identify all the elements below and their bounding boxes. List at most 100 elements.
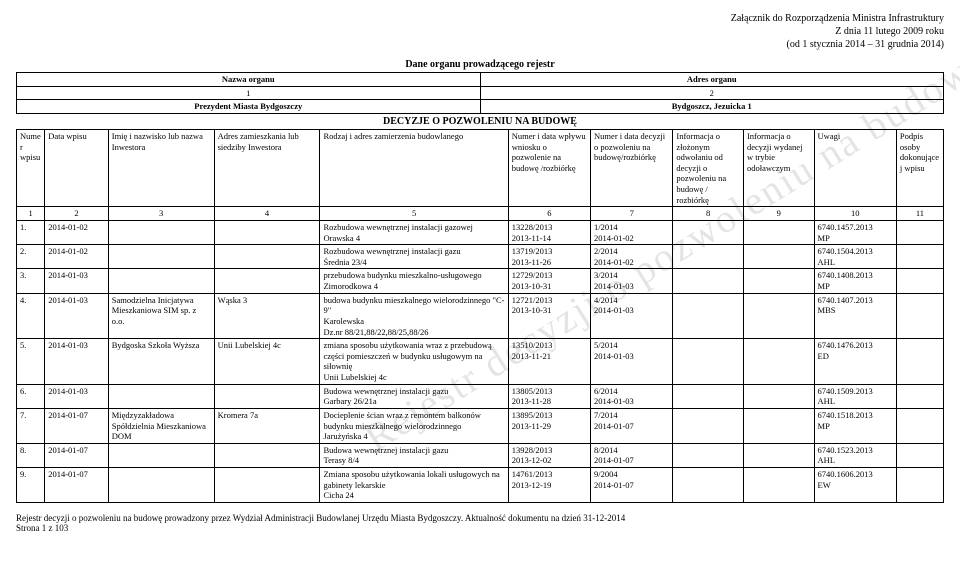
footer-line2: Strona 1 z 103 [16, 523, 944, 533]
col-header-1: Numer wpisu [17, 129, 45, 206]
cell-podpis [896, 269, 943, 293]
cell-podpis [896, 443, 943, 467]
colnum-8: 8 [673, 207, 744, 221]
organ-header-name: Nazwa organu [17, 73, 481, 87]
col-header-5: Rodzaj i adres zamierzenia budowlanego [320, 129, 508, 206]
cell-podpis [896, 245, 943, 269]
cell-podpis [896, 339, 943, 385]
cell-n: 3. [17, 269, 45, 293]
cell-wyd [743, 408, 814, 443]
table-row: 4.2014-01-03Samodzielna Inicjatywa Miesz… [17, 293, 944, 339]
table-row: 2.2014-01-02 Rozbudowa wewnętrznej instal… [17, 245, 944, 269]
cell-uwagi: 6740.1509.2013 AHL [814, 384, 896, 408]
cell-inv [108, 384, 214, 408]
colnum-5: 5 [320, 207, 508, 221]
cell-addr: Wąska 3 [214, 293, 320, 339]
cell-addr [214, 220, 320, 244]
cell-odw [673, 339, 744, 385]
col-header-4: Adres zamieszkania lub siedziby Inwestor… [214, 129, 320, 206]
main-table: Numer wpisu Data wpisu Imię i nazwisko l… [16, 129, 944, 503]
cell-n: 5. [17, 339, 45, 385]
cell-dec: 4/2014 2014-01-03 [591, 293, 673, 339]
cell-n: 1. [17, 220, 45, 244]
cell-addr [214, 468, 320, 503]
cell-uwagi: 6740.1606.2013 EW [814, 468, 896, 503]
cell-addr [214, 269, 320, 293]
colnum-11: 11 [896, 207, 943, 221]
cell-odw [673, 245, 744, 269]
cell-wplyw: 13928/2013 2013-12-02 [508, 443, 590, 467]
organ-table: Nazwa organu Adres organu 1 2 Prezydent … [16, 72, 944, 114]
cell-dec: 5/2014 2014-01-03 [591, 339, 673, 385]
col-header-2: Data wpisu [45, 129, 109, 206]
col-header-11: Podpis osoby dokonującej wpisu [896, 129, 943, 206]
cell-rodzaj: Rozbudowa wewnętrznej instalacji gazu Śr… [320, 245, 508, 269]
cell-odw [673, 443, 744, 467]
table-row: 9.2014-01-07Zmiana sposobu użytkowania l… [17, 468, 944, 503]
cell-n: 9. [17, 468, 45, 503]
cell-n: 4. [17, 293, 45, 339]
cell-n: 7. [17, 408, 45, 443]
cell-inv [108, 269, 214, 293]
section-title-top: Dane organu prowadzącego rejestr [16, 59, 944, 70]
cell-odw [673, 293, 744, 339]
organ-value-name: Prezydent Miasta Bydgoszczy [17, 100, 481, 114]
cell-dec: 7/2014 2014-01-07 [591, 408, 673, 443]
footer-block: Rejestr decyzji o pozwoleniu na budowę p… [16, 513, 944, 533]
cell-rodzaj: zmiana sposobu użytkowania wraz z przebu… [320, 339, 508, 385]
header-block: Załącznik do Rozporządzenia Ministra Inf… [16, 12, 944, 51]
cell-dec: 1/2014 2014-01-02 [591, 220, 673, 244]
cell-n: 6. [17, 384, 45, 408]
cell-odw [673, 468, 744, 503]
cell-wyd [743, 220, 814, 244]
cell-odw [673, 220, 744, 244]
cell-wyd [743, 384, 814, 408]
cell-wplyw: 12729/2013 2013-10-31 [508, 269, 590, 293]
cell-wyd [743, 269, 814, 293]
cell-date: 2014-01-03 [45, 269, 109, 293]
cell-wyd [743, 245, 814, 269]
cell-podpis [896, 384, 943, 408]
cell-uwagi: 6740.1407.2013 MBS [814, 293, 896, 339]
cell-podpis [896, 408, 943, 443]
cell-dec: 2/2014 2014-01-02 [591, 245, 673, 269]
cell-rodzaj: Budowa wewnętrznej instalacji gazu Teras… [320, 443, 508, 467]
table-row: 7.2014-01-07Międzyzakładowa Spółdzielnia… [17, 408, 944, 443]
cell-date: 2014-01-07 [45, 408, 109, 443]
colnum-9: 9 [743, 207, 814, 221]
cell-rodzaj: Docieplenie ścian wraz z remontem balkon… [320, 408, 508, 443]
cell-rodzaj: przebudowa budynku mieszkalno-usługowego… [320, 269, 508, 293]
cell-date: 2014-01-03 [45, 339, 109, 385]
col-header-8: Informacja o złożonym odwołaniu od decyz… [673, 129, 744, 206]
colnum-1: 1 [17, 207, 45, 221]
table-number-row: 1 2 3 4 5 6 7 8 9 10 11 [17, 207, 944, 221]
cell-uwagi: 6740.1518.2013 MP [814, 408, 896, 443]
table-header-row: Numer wpisu Data wpisu Imię i nazwisko l… [17, 129, 944, 206]
cell-date: 2014-01-02 [45, 220, 109, 244]
col-header-3: Imię i nazwisko lub nazwa Inwestora [108, 129, 214, 206]
cell-odw [673, 384, 744, 408]
footer-line1: Rejestr decyzji o pozwoleniu na budowę p… [16, 513, 944, 523]
col-header-10: Uwagi [814, 129, 896, 206]
cell-wyd [743, 443, 814, 467]
cell-odw [673, 408, 744, 443]
cell-addr [214, 384, 320, 408]
cell-dec: 9/2004 2014-01-07 [591, 468, 673, 503]
cell-n: 2. [17, 245, 45, 269]
cell-date: 2014-01-02 [45, 245, 109, 269]
colnum-3: 3 [108, 207, 214, 221]
organ-header-address: Adres organu [480, 73, 944, 87]
cell-odw [673, 269, 744, 293]
cell-wyd [743, 293, 814, 339]
colnum-7: 7 [591, 207, 673, 221]
cell-uwagi: 6740.1457.2013 MP [814, 220, 896, 244]
colnum-2: 2 [45, 207, 109, 221]
cell-inv [108, 443, 214, 467]
cell-date: 2014-01-07 [45, 443, 109, 467]
organ-value-address: Bydgoszcz, Jezuicka 1 [480, 100, 944, 114]
cell-wyd [743, 339, 814, 385]
table-row: 8.2014-01-07Budowa wewnętrznej instalacj… [17, 443, 944, 467]
cell-wyd [743, 468, 814, 503]
table-row: 3.2014-01-03 przebudowa budynku mieszkaln… [17, 269, 944, 293]
cell-inv: Bydgoska Szkoła Wyższa [108, 339, 214, 385]
